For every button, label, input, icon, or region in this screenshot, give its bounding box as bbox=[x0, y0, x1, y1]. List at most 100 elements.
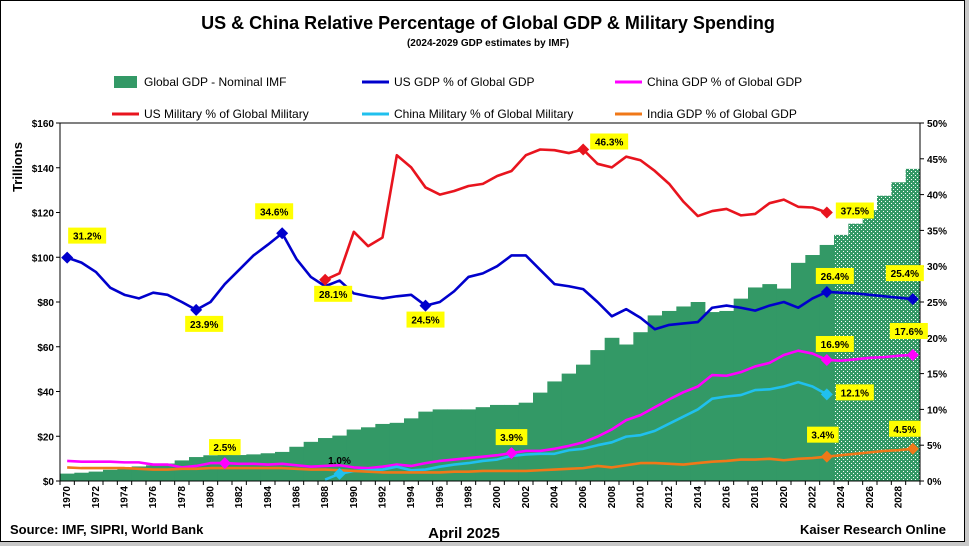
bar-global-gdp-1976 bbox=[146, 465, 161, 481]
x-tick-label: 2018 bbox=[750, 486, 761, 509]
bar-global-gdp-2027 bbox=[877, 195, 892, 481]
x-tick-label: 1980 bbox=[206, 486, 217, 509]
bar-global-gdp-2007 bbox=[590, 350, 606, 481]
bar-global-gdp-2020 bbox=[776, 288, 792, 481]
bar-global-gdp-2026 bbox=[862, 210, 878, 481]
annotation-marker bbox=[577, 143, 590, 156]
x-tick-label: 1990 bbox=[349, 486, 360, 509]
annotation-marker bbox=[505, 447, 518, 460]
annotation-label-bg bbox=[314, 285, 353, 302]
annotation-label: 1.0% bbox=[328, 456, 351, 467]
bar-global-gdp-2017 bbox=[733, 298, 749, 481]
series-line-1 bbox=[67, 349, 913, 470]
annotation-label-bg bbox=[406, 311, 445, 328]
x-tick-label: 1994 bbox=[406, 486, 417, 509]
bar-global-gdp-2011 bbox=[647, 315, 663, 481]
x-tick-label: 2002 bbox=[521, 486, 532, 509]
annotation-label-bg bbox=[889, 420, 921, 437]
bar-global-gdp-2022 bbox=[805, 255, 821, 481]
x-tick-label: 1972 bbox=[91, 486, 102, 509]
x-tick-label: 2012 bbox=[664, 486, 675, 509]
legend-label: Global GDP - Nominal IMF bbox=[144, 75, 286, 89]
y-right-tick-label: 45% bbox=[927, 155, 947, 166]
annotation-label: 25.4% bbox=[891, 269, 919, 280]
y-right-tick-label: 40% bbox=[927, 191, 947, 202]
annotation-label: 4.5% bbox=[893, 425, 916, 436]
annotation-label-bg bbox=[68, 227, 107, 244]
annotation-marker bbox=[218, 457, 231, 470]
series-line-3 bbox=[324, 380, 828, 481]
y-axis-label: Trillions bbox=[10, 142, 25, 192]
bar-global-gdp-2010 bbox=[633, 332, 649, 481]
x-tick-label: 1976 bbox=[148, 486, 159, 509]
x-tick-label: 1992 bbox=[378, 486, 389, 509]
x-tick-label: 2008 bbox=[607, 486, 618, 509]
y-right-tick-label: 20% bbox=[927, 334, 947, 345]
annotation-label: 16.9% bbox=[821, 340, 849, 351]
annotation-marker bbox=[820, 353, 833, 366]
annotation-label: 2.5% bbox=[213, 443, 236, 454]
annotation-marker bbox=[820, 206, 833, 219]
bar-global-gdp-2021 bbox=[791, 262, 806, 481]
annotation-label-bg bbox=[807, 426, 839, 443]
x-tick-label: 2028 bbox=[894, 486, 905, 509]
annotation-marker bbox=[190, 303, 203, 316]
annotation-label: 12.1% bbox=[841, 388, 869, 399]
legend-label: US Military % of Global Military bbox=[144, 107, 309, 121]
series-line-4 bbox=[67, 447, 913, 474]
annotation-label: 37.5% bbox=[841, 207, 869, 218]
x-tick-label: 2006 bbox=[578, 486, 589, 509]
bar-global-gdp-2025 bbox=[848, 223, 864, 481]
annotation-label-bg bbox=[255, 203, 294, 220]
annotation-marker bbox=[906, 293, 919, 306]
bar-global-gdp-2009 bbox=[619, 344, 634, 481]
y-left-tick-label: $80 bbox=[37, 298, 54, 309]
y-left-tick-label: $60 bbox=[37, 343, 54, 354]
x-tick-label: 2004 bbox=[550, 486, 561, 509]
annotation-label: 3.9% bbox=[500, 433, 523, 444]
annotation-marker bbox=[820, 450, 833, 463]
x-tick-label: 2026 bbox=[865, 486, 876, 509]
annotation-label-bg bbox=[835, 384, 874, 401]
y-right-tick-label: 25% bbox=[927, 298, 947, 309]
x-tick-label: 1996 bbox=[435, 486, 446, 509]
bar-global-gdp-2015 bbox=[705, 312, 720, 481]
annotation-label: 24.5% bbox=[411, 316, 439, 327]
annotation-marker bbox=[333, 467, 346, 480]
bar-global-gdp-2013 bbox=[676, 306, 692, 481]
y-right-tick-label: 50% bbox=[927, 119, 947, 130]
footer-publisher: Kaiser Research Online bbox=[800, 522, 946, 537]
bar-global-gdp-1986 bbox=[289, 446, 305, 481]
annotation-label: 28.1% bbox=[319, 290, 347, 301]
x-tick-label: 1988 bbox=[320, 486, 331, 509]
x-tick-label: 2016 bbox=[722, 486, 733, 509]
bar-global-gdp-1973 bbox=[103, 469, 118, 481]
bar-global-gdp-1972 bbox=[88, 471, 104, 481]
bar-global-gdp-2005 bbox=[561, 373, 577, 481]
x-tick-label: 1982 bbox=[234, 486, 245, 509]
chart-title: US & China Relative Percentage of Global… bbox=[201, 13, 775, 33]
bar-global-gdp-1970 bbox=[60, 473, 75, 481]
bar-global-gdp-2006 bbox=[576, 364, 591, 481]
y-left-tick-label: $40 bbox=[37, 388, 54, 399]
y-left-tick-label: $0 bbox=[43, 477, 55, 488]
bar-global-gdp-1996 bbox=[432, 409, 448, 481]
annotation-label: 26.4% bbox=[821, 272, 849, 283]
bar-global-gdp-2008 bbox=[604, 337, 620, 481]
y-left-tick-label: $160 bbox=[32, 119, 55, 130]
annotation-label-bg bbox=[885, 265, 924, 282]
y-right-tick-label: 0% bbox=[927, 477, 942, 488]
plot-area: $0 $20 $40 $60 $80 $100 $120 $140 $160 0% 5% 10% 15%… bbox=[32, 119, 947, 508]
x-tick-label: 1970 bbox=[62, 486, 73, 509]
footer-date: April 2025 bbox=[428, 525, 500, 541]
bar-global-gdp-2018 bbox=[748, 287, 763, 481]
annotation-label-bg bbox=[835, 202, 874, 219]
x-tick-label: 2020 bbox=[779, 486, 790, 509]
x-tick-label: 2024 bbox=[836, 486, 847, 509]
x-tick-label: 1978 bbox=[177, 486, 188, 509]
bar-global-gdp-1974 bbox=[117, 467, 133, 481]
annotation-label: 46.3% bbox=[595, 137, 623, 148]
y-left-tick-label: $100 bbox=[32, 253, 55, 264]
annotation-marker bbox=[276, 227, 289, 240]
